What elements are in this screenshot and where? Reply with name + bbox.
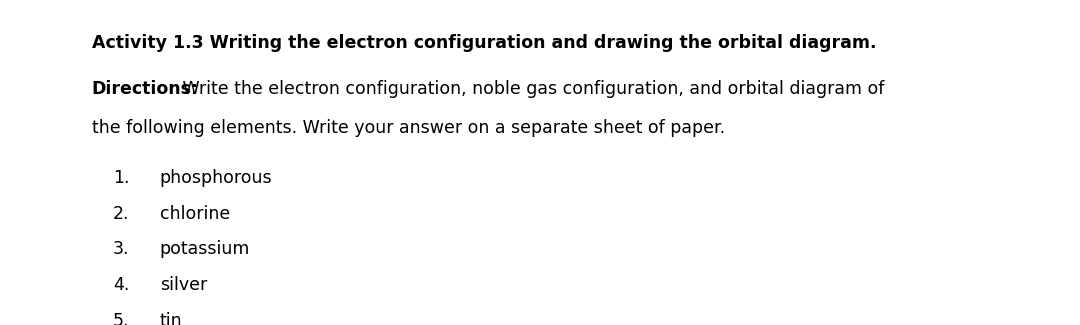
Text: 1.: 1. xyxy=(113,169,130,187)
Text: Activity 1.3 Writing the electron configuration and drawing the orbital diagram.: Activity 1.3 Writing the electron config… xyxy=(92,34,876,52)
Text: 4.: 4. xyxy=(113,276,130,294)
Text: phosphorous: phosphorous xyxy=(160,169,272,187)
Text: Write the electron configuration, noble gas configuration, and orbital diagram o: Write the electron configuration, noble … xyxy=(177,80,885,98)
Text: silver: silver xyxy=(160,276,207,294)
Text: 5.: 5. xyxy=(113,312,130,325)
Text: 3.: 3. xyxy=(113,240,130,258)
Text: potassium: potassium xyxy=(160,240,251,258)
Text: Directions:: Directions: xyxy=(92,80,199,98)
Text: chlorine: chlorine xyxy=(160,205,230,223)
Text: 2.: 2. xyxy=(113,205,130,223)
Text: tin: tin xyxy=(160,312,183,325)
Text: the following elements. Write your answer on a separate sheet of paper.: the following elements. Write your answe… xyxy=(92,119,725,136)
